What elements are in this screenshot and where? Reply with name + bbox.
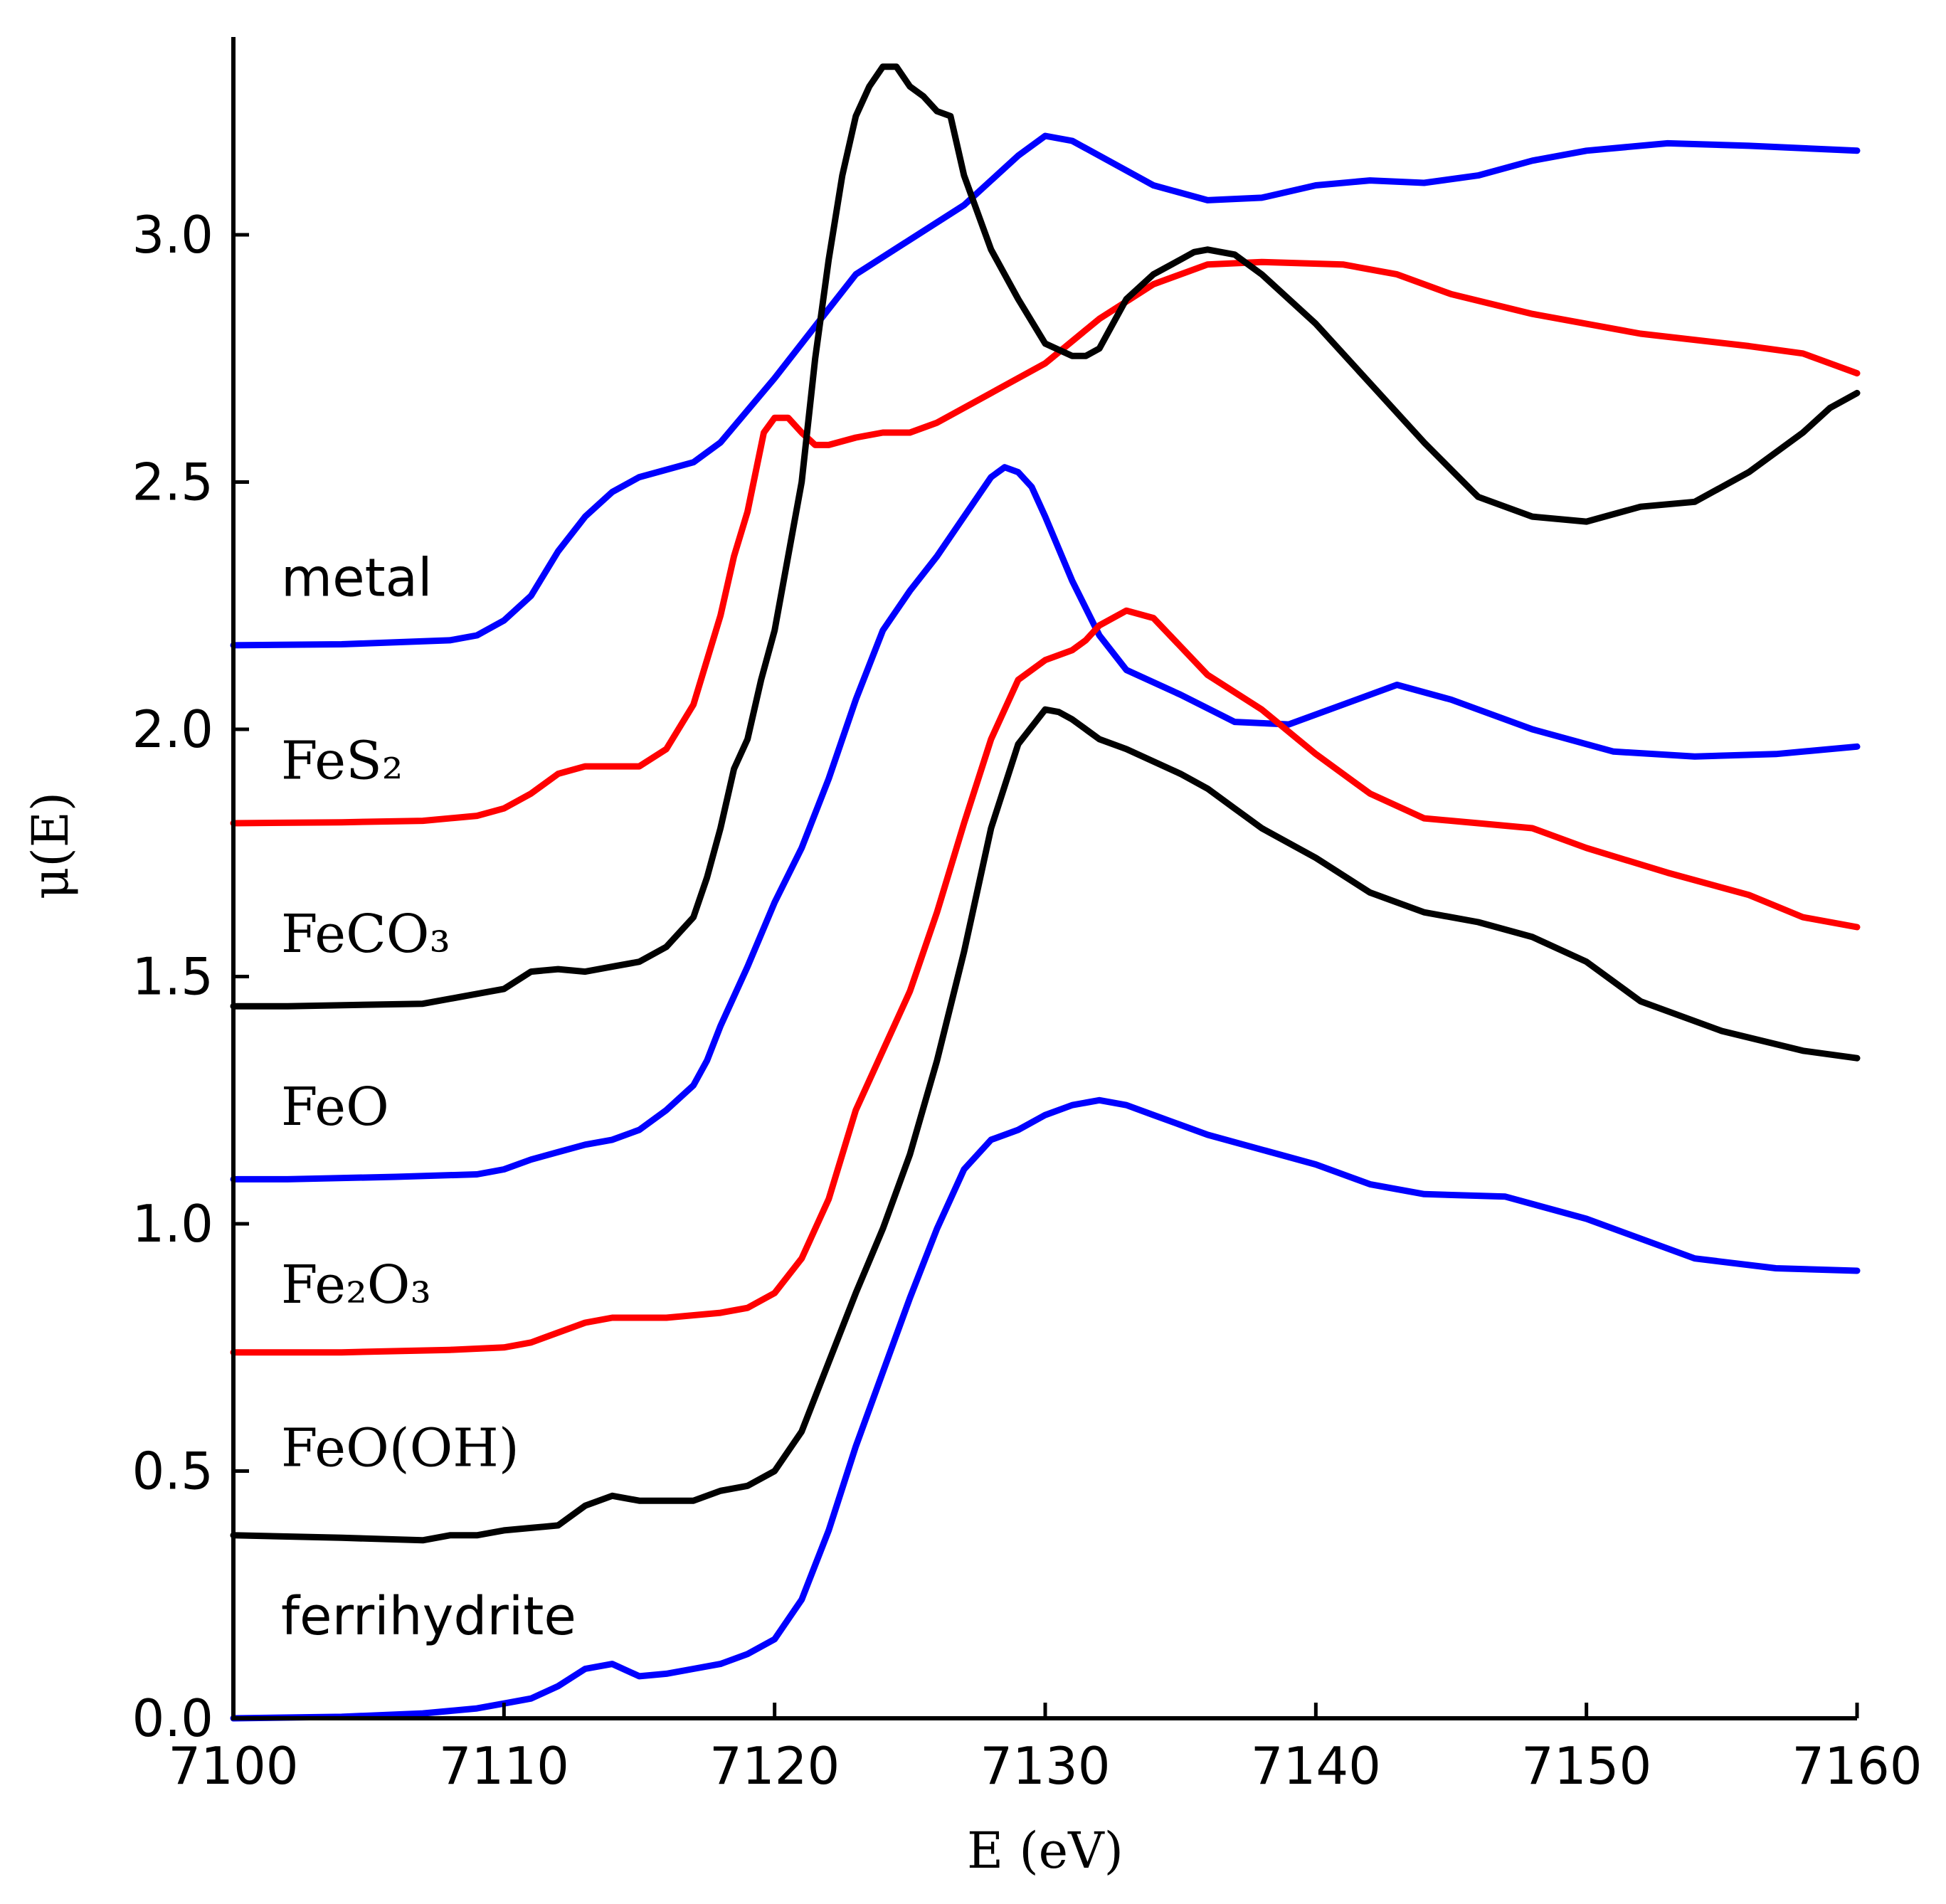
x-tick-label-2: 7120 — [709, 1736, 840, 1796]
series-line-0 — [230, 132, 1861, 649]
series-line-5 — [230, 706, 1861, 1544]
series-line-3 — [230, 464, 1861, 1183]
y-tick-label-3: 1.5 — [132, 947, 213, 1007]
y-tick-label-0: 0.0 — [132, 1688, 213, 1748]
x-ticks: 7100 7110 7120 7130 7140 7150 7160 — [168, 1703, 1923, 1796]
x-tick-label-3: 7130 — [980, 1736, 1110, 1796]
series-line-2 — [230, 63, 1861, 1010]
y-tick-label-1: 0.5 — [132, 1442, 213, 1501]
y-tick-label-2: 1.0 — [132, 1194, 213, 1254]
series-line-1 — [230, 258, 1861, 827]
x-tick-label-1: 7110 — [439, 1736, 569, 1796]
x-tick-label-6: 7160 — [1792, 1736, 1922, 1796]
x-axis-title: E (eV) — [967, 1821, 1123, 1880]
x-tick-label-4: 7140 — [1251, 1736, 1381, 1796]
series-label-2: FeCO₃ — [281, 904, 450, 965]
series-curves — [230, 63, 1861, 1722]
x-tick-label-0: 7100 — [168, 1736, 298, 1796]
series-label-0: metal — [281, 547, 433, 608]
series-label-6: ferrihydrite — [281, 1586, 576, 1647]
y-tick-label-6: 3.0 — [132, 205, 213, 265]
series-label-4: Fe₂O₃ — [281, 1254, 431, 1316]
series-label-3: FeO — [281, 1077, 389, 1138]
x-tick-label-5: 7150 — [1521, 1736, 1651, 1796]
y-axis-title: μ(E) — [21, 792, 80, 899]
series-label-5: FeO(OH) — [281, 1418, 519, 1479]
series-label-1: FeS₂ — [281, 731, 403, 792]
series-labels: metal FeS₂ FeCO₃ FeO Fe₂O₃ FeO(OH) ferrihydrit… — [281, 547, 576, 1647]
series-line-4 — [230, 607, 1861, 1356]
y-tick-label-5: 2.5 — [132, 453, 213, 512]
series-line-6 — [230, 1096, 1861, 1722]
y-tick-label-4: 2.0 — [132, 699, 213, 759]
y-ticks: 0.0 0.5 1.0 1.5 2.0 2.5 3.0 — [132, 205, 249, 1748]
